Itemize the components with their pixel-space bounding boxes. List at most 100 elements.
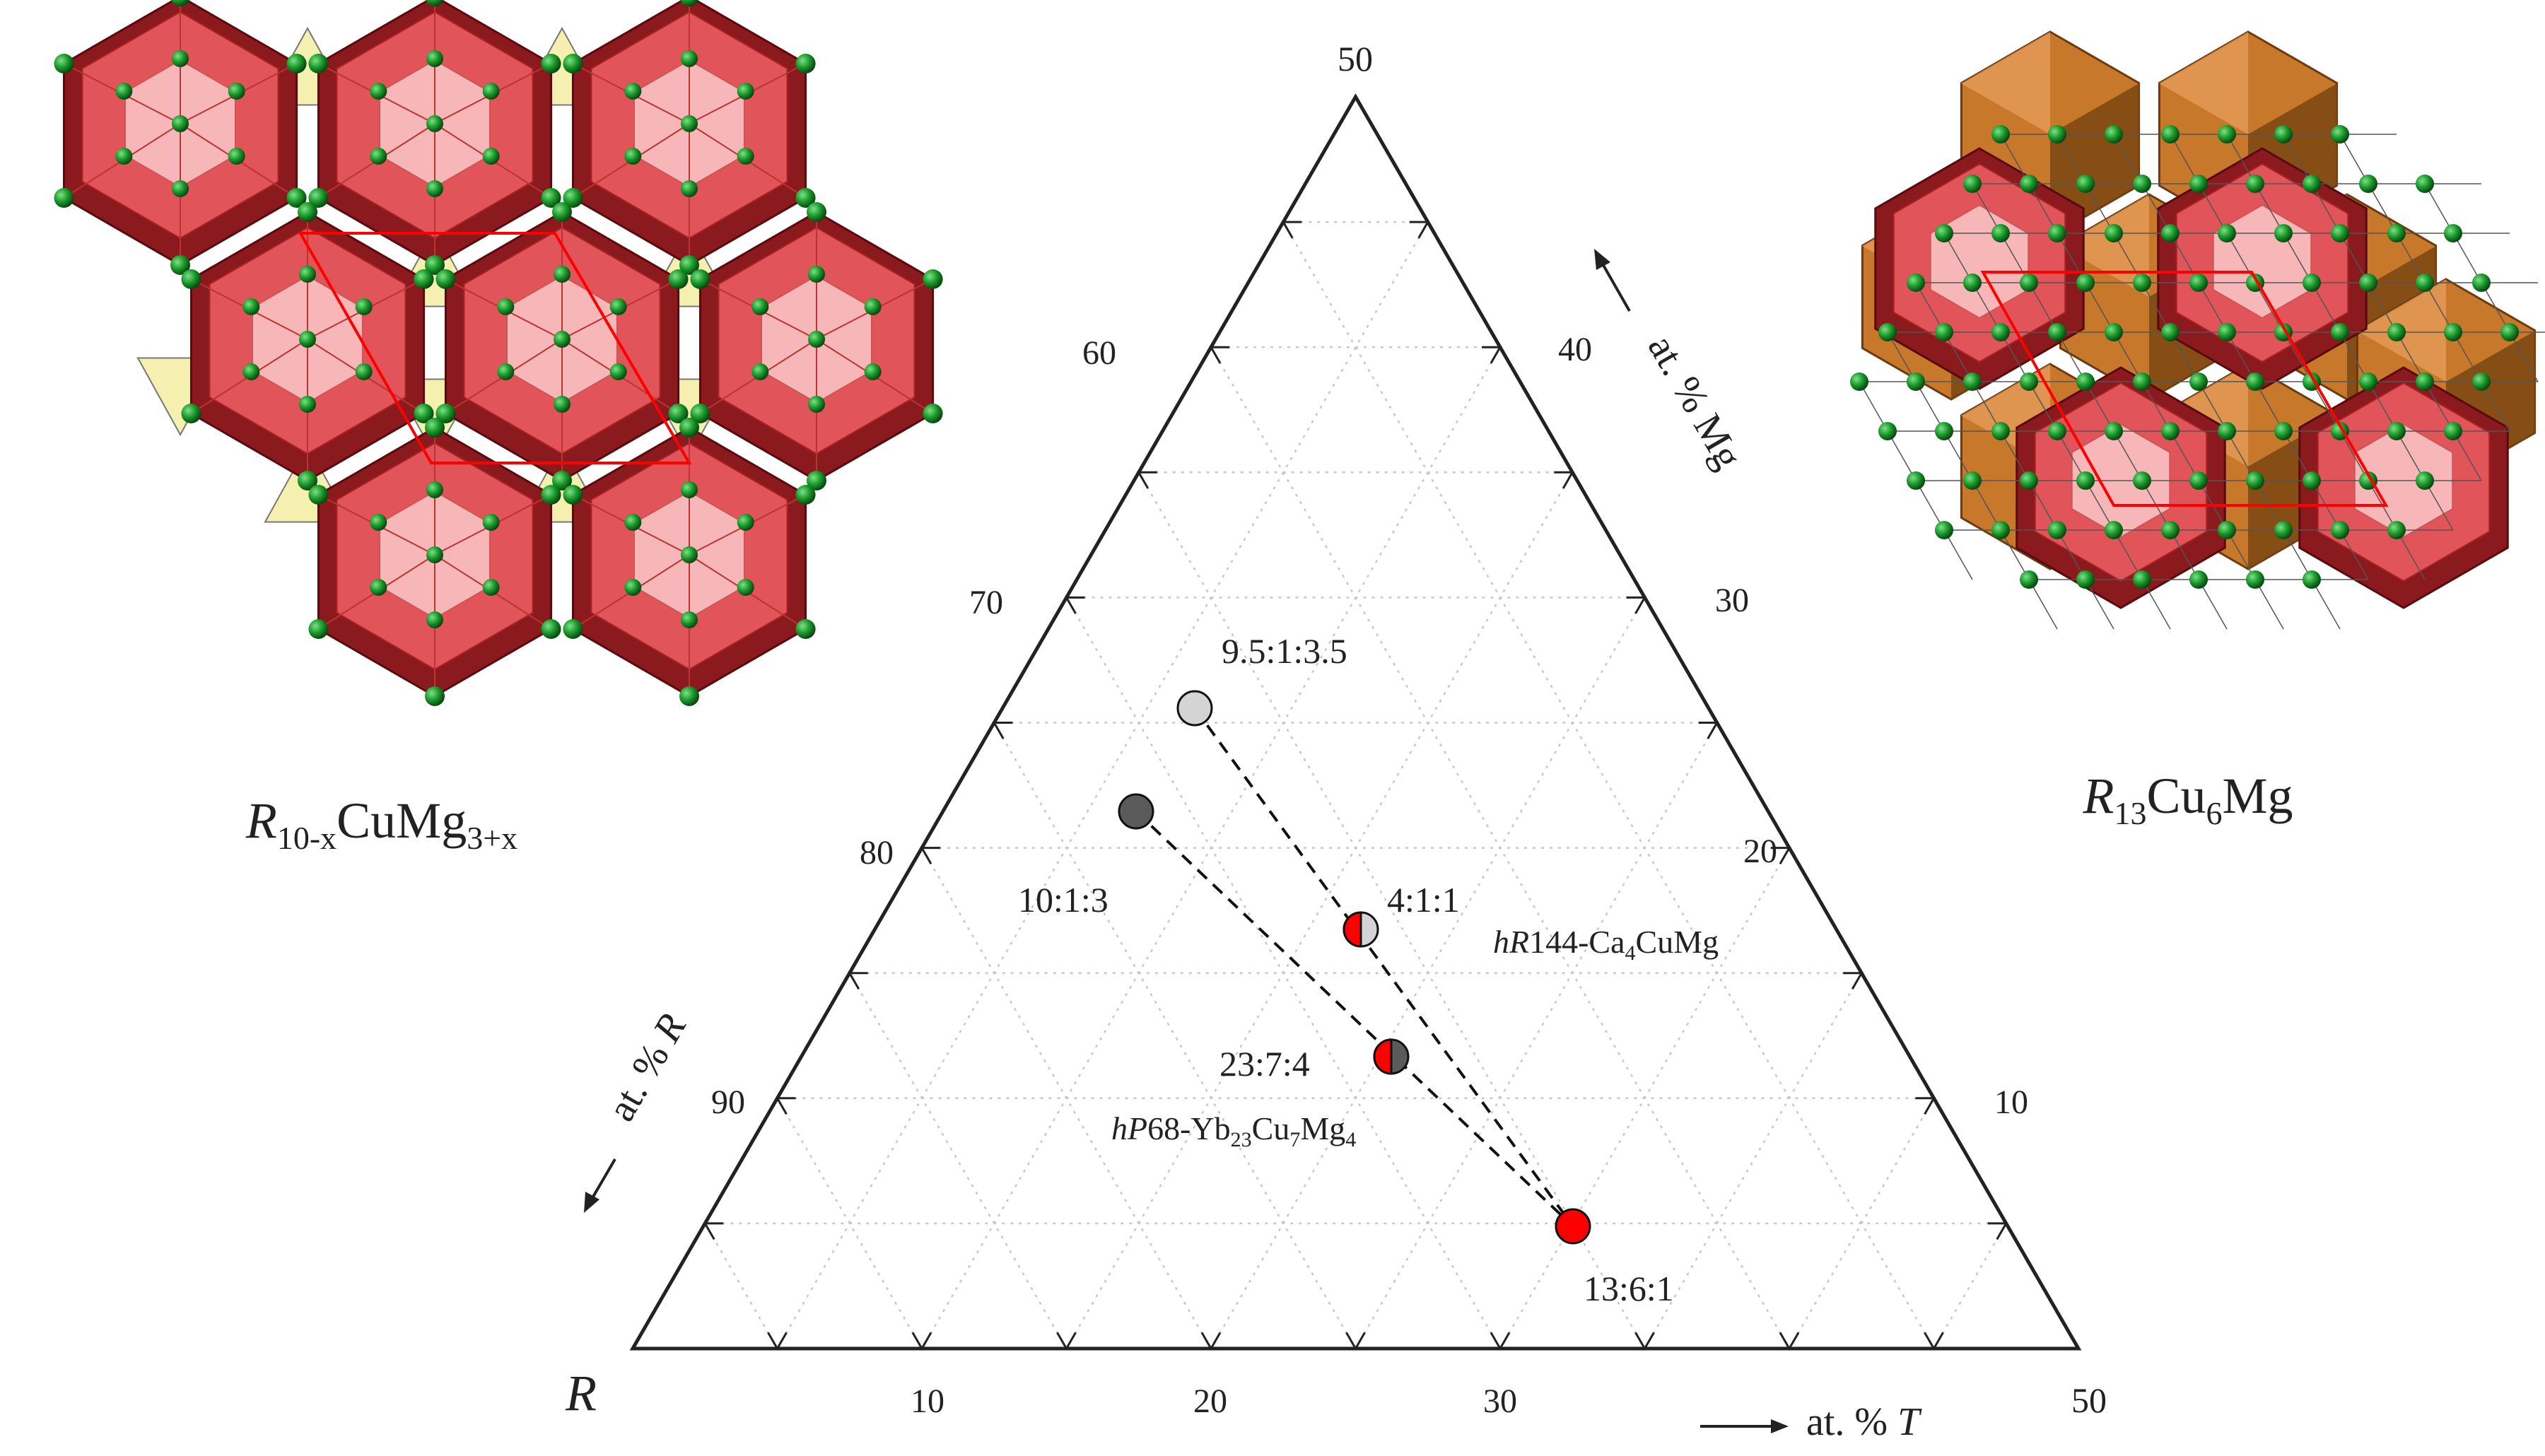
point-label-10-1-3: 10:1:3 (1018, 880, 1108, 920)
bond (2170, 233, 2199, 283)
unit-cell-outline (298, 232, 692, 464)
atom (2020, 471, 2038, 490)
grid-line (1210, 346, 1791, 1349)
atom (2105, 323, 2123, 341)
bond (1887, 430, 1917, 481)
atom (2048, 422, 2066, 440)
atom (181, 404, 201, 423)
atom (1935, 323, 1953, 341)
atom (355, 363, 373, 380)
atom (2076, 372, 2095, 391)
atom (624, 514, 642, 531)
bond (2170, 529, 2199, 580)
grid-line (1644, 973, 1863, 1349)
atom (624, 148, 642, 165)
atom (2161, 224, 2180, 242)
atom (414, 269, 434, 289)
atom (2133, 175, 2151, 193)
atom (2076, 471, 2095, 490)
atom (2133, 274, 2151, 292)
atom (181, 269, 201, 289)
atom (609, 298, 627, 315)
atom (2020, 372, 2038, 391)
bond (2141, 183, 2171, 234)
icosahedron-cluster (690, 202, 943, 491)
bond (2368, 381, 2397, 432)
tick-mark (1843, 972, 1864, 990)
bond (2028, 282, 2058, 333)
atom (286, 188, 307, 208)
atom (1991, 125, 2010, 143)
bond (2424, 381, 2454, 432)
polyhedron-highlight (2159, 32, 2248, 134)
bond (2424, 282, 2454, 333)
atom (554, 266, 571, 283)
atom (563, 485, 583, 505)
atom (2161, 521, 2180, 539)
atom (2274, 422, 2293, 440)
bond (2311, 282, 2341, 333)
point-label-9.5-1-3.5: 9.5:1:3.5 (1222, 631, 1347, 671)
bond (2452, 430, 2482, 481)
atom (923, 269, 943, 289)
atom (2359, 372, 2377, 391)
tick-label-mg-20: 20 (1743, 833, 1777, 870)
icosahedron-cluster (181, 202, 434, 491)
atom (554, 396, 571, 413)
atom (308, 485, 329, 505)
atom (426, 180, 443, 197)
icosahedron-cluster (563, 0, 816, 275)
atom (2133, 372, 2151, 391)
atom (370, 148, 387, 165)
atom (2189, 372, 2208, 391)
atom (425, 0, 445, 6)
tick-mark (911, 1332, 932, 1351)
atom (795, 485, 816, 505)
atom (54, 188, 74, 208)
atom (2416, 274, 2434, 292)
tick-label-t-30: 30 (1483, 1382, 1517, 1420)
atom (308, 54, 329, 74)
left-structure-polyhedra (54, 0, 943, 706)
atom (679, 418, 699, 438)
tick-label-mg-40: 40 (1558, 331, 1592, 368)
bond (2000, 233, 2030, 283)
bond (1943, 529, 1973, 580)
bond (2085, 480, 2114, 531)
tick-mark (992, 722, 1013, 739)
bond (2113, 529, 2143, 580)
atom (681, 546, 698, 563)
atom (2076, 274, 2095, 292)
bond (2339, 134, 2369, 184)
atom (414, 404, 434, 423)
icosahedron-cluster (435, 202, 689, 491)
atom (808, 396, 825, 413)
bond (2113, 134, 2143, 184)
grid-line (1355, 722, 1718, 1349)
atom (2387, 422, 2406, 440)
atom (668, 269, 689, 289)
point-label-4-1-1: 4:1:1 (1387, 880, 1460, 920)
atom (563, 619, 583, 639)
tick-mark (1056, 1332, 1077, 1351)
atom (2387, 323, 2406, 341)
atom (2331, 521, 2349, 539)
atom (1935, 521, 1953, 539)
tick-mark (1200, 1332, 1222, 1351)
bond (2057, 233, 2086, 283)
atom (2246, 471, 2264, 490)
point-10-1-3-marker (1118, 793, 1154, 830)
grid-line (848, 973, 1067, 1349)
tie-line-9.5-to-13 (1193, 707, 1574, 1228)
atom (1878, 323, 1897, 341)
tick-mark (767, 1332, 788, 1351)
point-4-1-1 (1342, 911, 1379, 948)
bond (2000, 134, 2030, 184)
bond (1915, 480, 1945, 531)
bond (2141, 381, 2171, 432)
bond (2226, 134, 2256, 184)
atom (2048, 224, 2066, 242)
bond (1887, 331, 1917, 382)
atom (563, 54, 583, 74)
atom (864, 363, 882, 380)
